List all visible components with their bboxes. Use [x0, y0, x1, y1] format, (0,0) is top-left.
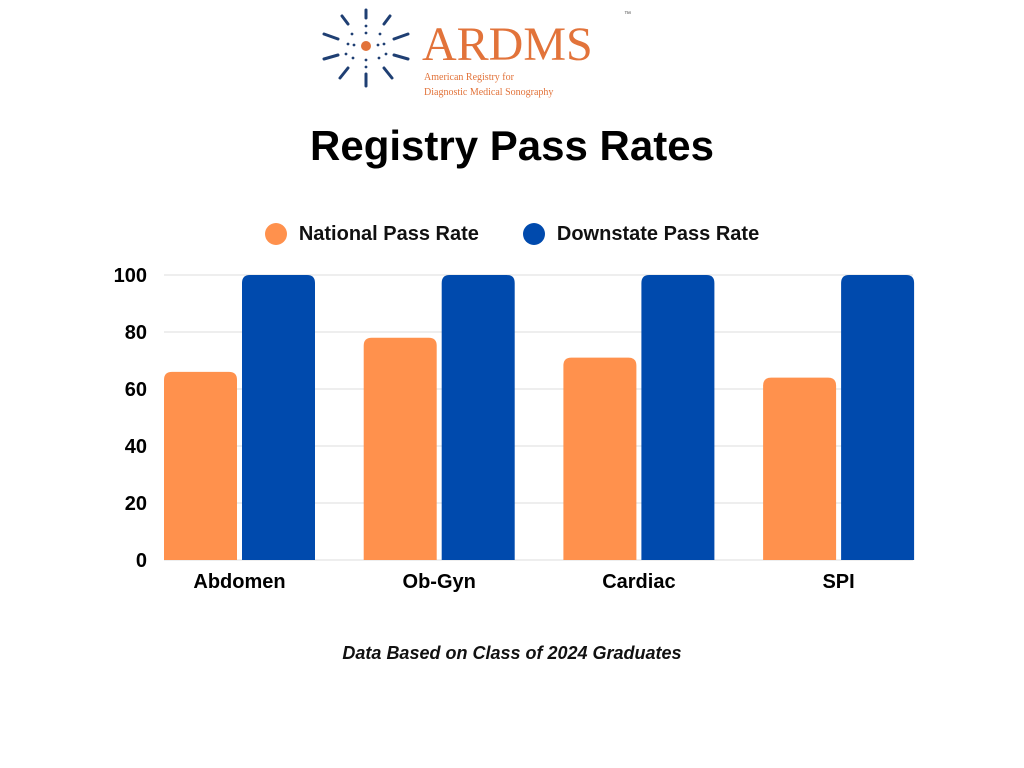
y-tick-label: 60	[125, 379, 147, 401]
ardms-logo: ARDMS ™ American Registry for Diagnostic…	[322, 8, 631, 98]
legend-label-national: National Pass Rate	[298, 222, 479, 245]
y-tick-label: 20	[125, 493, 147, 515]
bar-downstate-abdomen	[242, 275, 315, 560]
legend-swatch-national	[264, 223, 287, 245]
logo-trademark: ™	[624, 11, 631, 18]
bar-downstate-cardiac	[641, 275, 715, 560]
y-tick-label: 100	[114, 265, 147, 287]
bar-national-spi	[763, 377, 837, 560]
y-tick-label: 0	[136, 550, 147, 572]
y-tick-label: 80	[125, 322, 147, 344]
legend-item-national: National Pass Rate	[264, 222, 479, 246]
bar-national-cardiac	[563, 357, 637, 560]
bar-national-abdomen	[164, 371, 237, 560]
chart-title: Registry Pass Rates	[310, 122, 714, 169]
legend-label-downstate: Downstate Pass Rate	[556, 222, 760, 245]
bar-downstate-spi	[841, 275, 915, 560]
x-tick-label: Ob-Gyn	[403, 571, 476, 593]
logo-line1: American Registry for	[424, 72, 515, 83]
x-tick-label: SPI	[822, 571, 854, 593]
logo-wordmark: ARDMS	[422, 18, 593, 71]
bar-national-ob-gyn	[363, 337, 437, 560]
legend-swatch-downstate	[522, 223, 545, 245]
y-tick-label: 40	[125, 436, 147, 458]
footnote: Data Based on Class of 2024 Graduates	[342, 643, 682, 663]
sunburst-icon	[322, 8, 410, 88]
logo-line2: Diagnostic Medical Sonography	[424, 87, 553, 98]
bar-downstate-ob-gyn	[441, 275, 515, 560]
x-tick-label: Abdomen	[193, 571, 285, 593]
x-tick-label: Cardiac	[602, 571, 675, 593]
legend: National Pass Rate Downstate Pass Rate	[0, 220, 1024, 248]
legend-item-downstate: Downstate Pass Rate	[522, 222, 760, 246]
